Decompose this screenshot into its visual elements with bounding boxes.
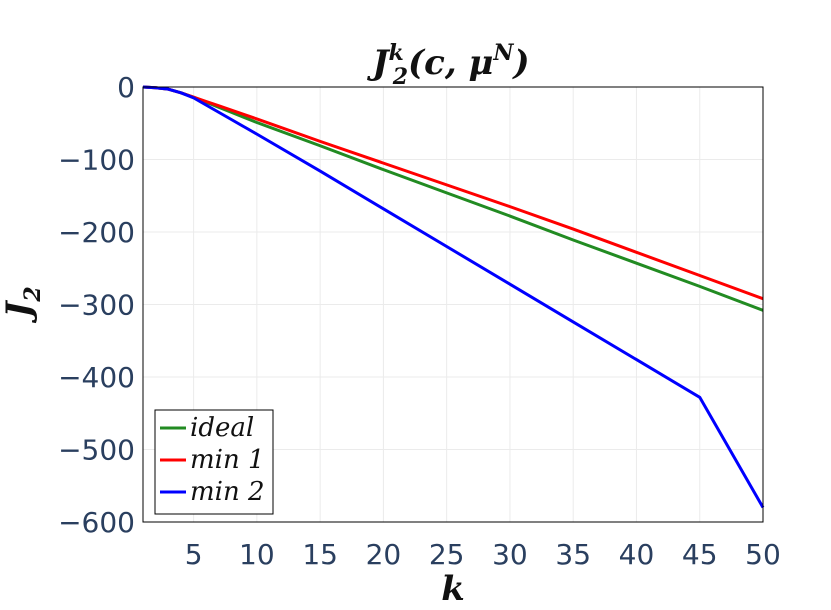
x-tick-label: 20 [366, 538, 402, 571]
x-tick-label: 5 [185, 538, 203, 571]
series-lines [142, 85, 765, 509]
plot-frame [142, 86, 764, 523]
series-line-min-2 [142, 85, 765, 509]
y-tick-label: −500 [58, 434, 135, 467]
y-tick-label: −200 [58, 216, 135, 249]
chart-title: Jk 2(c, μN) [366, 40, 529, 90]
x-tick-label: 15 [302, 538, 338, 571]
y-ticks: 0 −100 −200 −300 −400 −500 −600 [58, 71, 135, 539]
y-tick-label: −400 [58, 361, 135, 394]
x-tick-label: 10 [239, 538, 275, 571]
legend-label: min 1 [190, 445, 265, 475]
y-tick-label: −600 [58, 506, 135, 539]
x-tick-label: 40 [619, 538, 655, 571]
legend-label: min 2 [190, 477, 265, 507]
y-tick-label: −300 [58, 289, 135, 322]
legend-label: ideal [190, 413, 254, 443]
y-tick-label: 0 [117, 71, 135, 104]
x-tick-label: 30 [492, 538, 528, 571]
x-tick-label: 45 [682, 538, 718, 571]
x-tick-label: 35 [555, 538, 591, 571]
x-tick-label: 25 [429, 538, 465, 571]
y-tick-label: −100 [58, 144, 135, 177]
x-ticks: 5 10 15 20 25 30 35 40 45 50 [185, 538, 781, 571]
x-axis-label: k [441, 569, 465, 609]
x-tick-label: 50 [745, 538, 781, 571]
y-axis-label: J2 [0, 286, 46, 323]
